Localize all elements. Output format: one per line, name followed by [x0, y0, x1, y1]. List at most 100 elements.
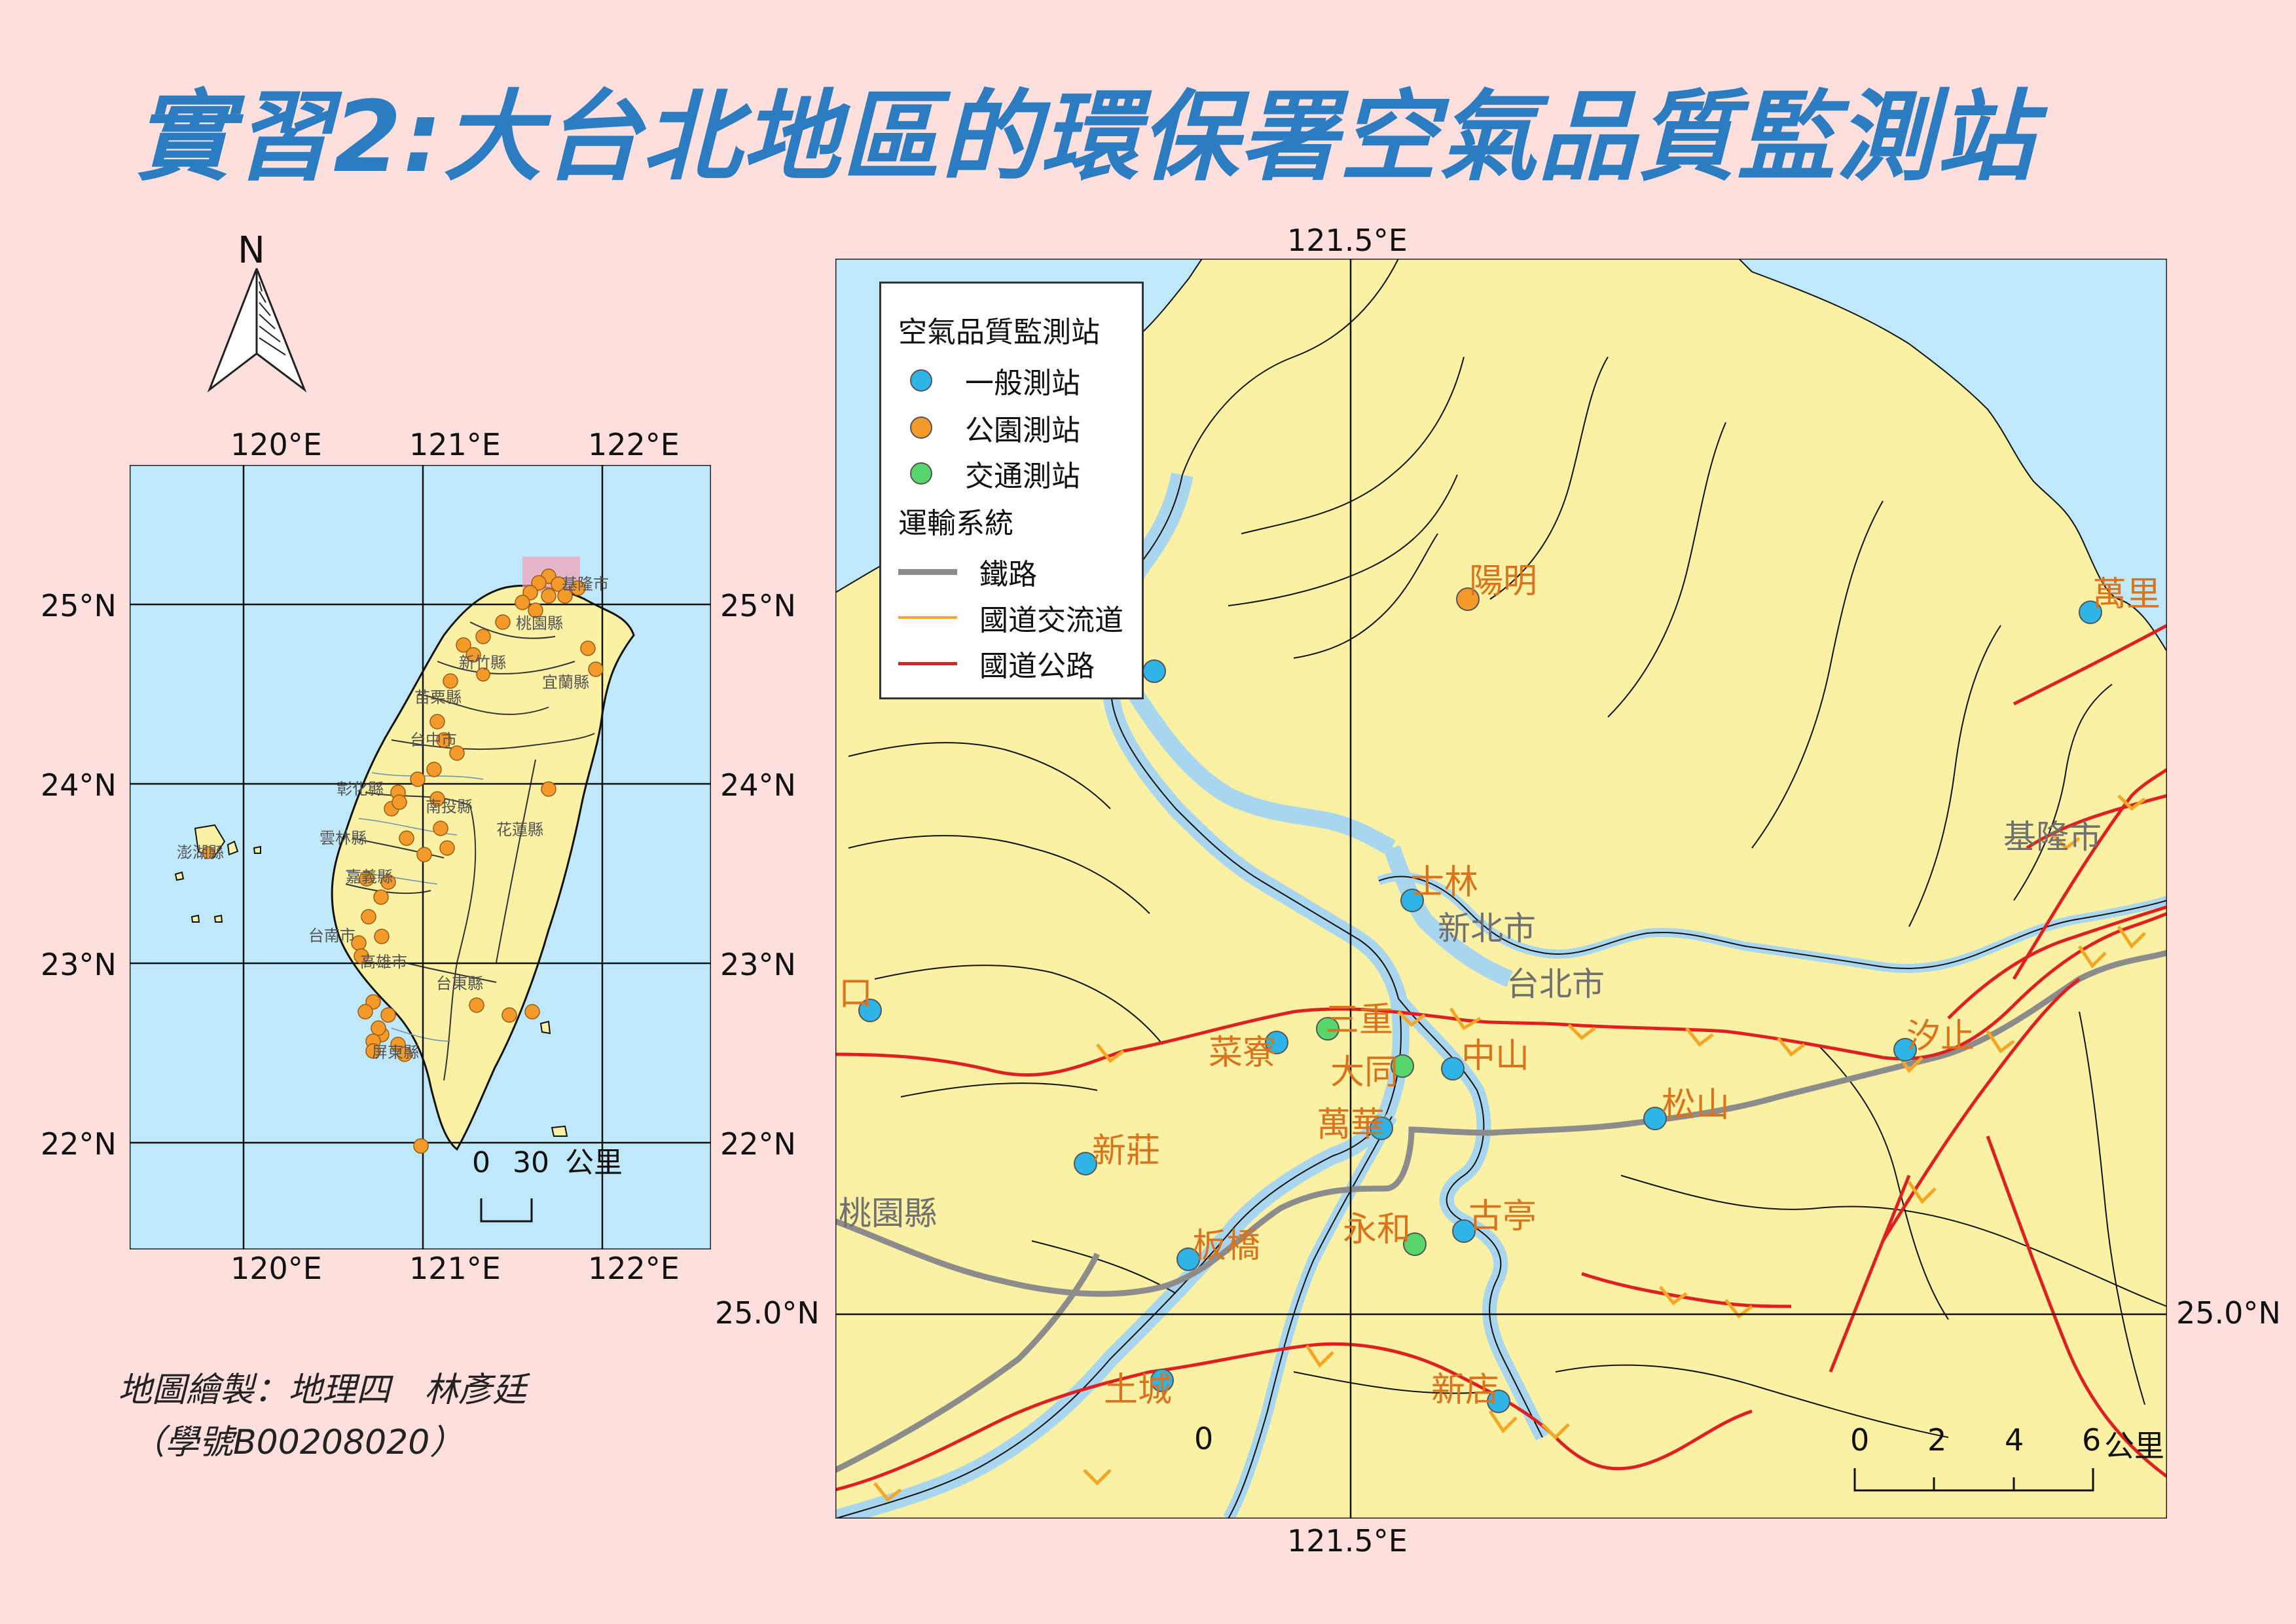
inset-left-lat-23: 23°N	[41, 947, 117, 982]
inset-county-label: 台南市	[308, 927, 355, 945]
north-arrow-letter: N	[238, 229, 265, 272]
legend-line-railway: 鐵路	[881, 553, 1037, 591]
station-dot-datong	[1391, 1054, 1414, 1078]
inset-county-label: 南投縣	[426, 798, 473, 816]
station-dot-sanchong	[1316, 1017, 1339, 1041]
station-label-yonghe: 永和	[1343, 1210, 1411, 1249]
legend-line-interchange: 國道交流道	[881, 599, 1123, 637]
main-scale-tick-4-label: 4	[2005, 1422, 2024, 1458]
station-label-sanchong: 三重	[1325, 1001, 1393, 1040]
station-label-xindian: 新店	[1431, 1371, 1499, 1410]
station-label-songshan: 松山	[1662, 1086, 1730, 1125]
station-label-zhongshan: 中山	[1461, 1037, 1529, 1076]
inset-bottom-lon-121: 121°E	[409, 1251, 501, 1286]
station-dot-guting	[1452, 1219, 1476, 1243]
station-dot-xizhi	[1893, 1038, 1917, 1061]
inset-left-lat-25: 25°N	[41, 588, 117, 623]
inset-county-label: 澎湖縣	[177, 843, 224, 862]
main-bottom-lon-label: 121.5°E	[1287, 1523, 1408, 1559]
inset-left-lat-22: 22°N	[41, 1126, 117, 1162]
station-dot-wanhua	[1370, 1116, 1393, 1140]
main-scale-tick-0: 0	[1194, 1421, 1213, 1456]
main-scale-tick-2-label: 2	[1927, 1422, 1947, 1458]
main-scale-tick-0-label: 0	[1850, 1422, 1870, 1458]
legend-dot-general	[910, 369, 932, 392]
station-dot-yangming	[1456, 587, 1480, 611]
inset-map: 桃園縣 新竹縣 宜蘭縣 苗栗縣 台中市 彰化縣 南投縣 花蓮縣 雲林縣 嘉義縣 …	[130, 465, 711, 1249]
credit-student-id: （學號B00208020）	[131, 1423, 464, 1462]
station-dot-wanli	[2079, 600, 2102, 624]
inset-county-label: 高雄市	[360, 953, 407, 971]
station-dot-xinzhuang	[1074, 1152, 1097, 1175]
map-legend: 空氣品質監測站 一般測站 公園測站 交通測站 運輸系統 鐵路 國道交流道 國道公…	[879, 282, 1144, 699]
inset-right-lat-25: 25°N	[720, 588, 796, 623]
inset-right-lat-22: 22°N	[720, 1126, 796, 1162]
region-label-taipei: 台北市	[1506, 965, 1605, 1003]
station-label-xinzhuang: 新莊	[1092, 1132, 1160, 1171]
main-scale-bar	[1853, 1468, 2094, 1492]
legend-item-label: 一般測站	[965, 367, 1080, 400]
sea-northeast	[1738, 259, 2167, 653]
inset-county-label: 彰化縣	[337, 780, 384, 798]
legend-line-highway: 國道公路	[881, 645, 1095, 683]
inset-bottom-lon-122: 122°E	[588, 1251, 680, 1286]
station-label-tucheng: 土城	[1104, 1371, 1172, 1410]
credit-author: 地圖繪製：地理四 林彥廷	[118, 1371, 527, 1410]
main-right-lat-label: 25.0°N	[2176, 1295, 2281, 1331]
inset-county-label: 台中市	[410, 731, 457, 749]
station-dot-tucheng	[1150, 1369, 1174, 1392]
station-label-kou: 口	[839, 974, 873, 1014]
legend-line-label: 鐵路	[979, 558, 1037, 591]
inset-scale-value: 30	[513, 1146, 549, 1179]
station-label-guting: 古亭	[1468, 1197, 1537, 1236]
station-label-wanhua: 萬華	[1317, 1105, 1385, 1145]
station-dot-banqiao	[1176, 1247, 1200, 1271]
inset-bottom-lon-120: 120°E	[230, 1251, 322, 1286]
inset-county-label: 宜蘭縣	[542, 673, 589, 692]
station-dot-tamsui	[1142, 659, 1166, 683]
north-arrow-icon	[207, 268, 307, 393]
inset-county-label: 花蓮縣	[496, 821, 543, 839]
main-left-lat-label: 25.0°N	[715, 1295, 820, 1331]
station-label-cailiao: 菜寮	[1209, 1033, 1277, 1073]
inset-county-label: 屏東縣	[372, 1043, 419, 1061]
inset-left-lat-24: 24°N	[41, 767, 117, 803]
station-dot-linkou	[858, 999, 882, 1022]
region-label-taoyuan: 桃園縣	[839, 1194, 937, 1232]
inset-county-label: 基隆市	[562, 575, 609, 593]
main-map: 基隆市 新北市 台北市 桃園縣 陽明 萬里 士林 口 菜寮 三重 大同 中山 松…	[835, 259, 2167, 1519]
inset-scale-zero: 0	[472, 1146, 490, 1179]
station-dot-xindian	[1487, 1390, 1510, 1413]
legend-dot-traffic	[910, 462, 932, 485]
main-scale-tick-6-label: 6	[2082, 1422, 2102, 1458]
station-label-shilin: 士林	[1410, 863, 1478, 902]
inset-county-label: 苗栗縣	[414, 688, 462, 707]
inset-scale-bar	[480, 1198, 533, 1223]
inset-top-lon-121: 121°E	[409, 427, 501, 462]
legend-line-interchange-swatch	[898, 616, 957, 619]
region-label-keelung: 基隆市	[2003, 818, 2102, 856]
legend-line-label: 國道交流道	[979, 604, 1123, 637]
legend-title: 空氣品質監測站	[898, 316, 1100, 349]
station-label-banqiao: 板橋	[1192, 1227, 1260, 1266]
station-label-xizhi: 汐止	[1906, 1017, 1975, 1056]
inset-top-lon-122: 122°E	[588, 427, 680, 462]
inset-right-lat-23: 23°N	[720, 947, 796, 982]
legend-transport-title: 運輸系統	[898, 507, 1013, 540]
station-dot-yonghe	[1403, 1232, 1427, 1256]
highway	[835, 912, 2167, 1077]
railway	[835, 950, 2167, 1473]
legend-item-park: 公園測站	[881, 409, 1080, 447]
main-top-lon-label: 121.5°E	[1287, 223, 1408, 258]
station-label-wanli: 萬里	[2092, 575, 2160, 614]
inset-scale-unit: 公里	[565, 1146, 623, 1179]
legend-item-label: 公園測站	[965, 414, 1080, 447]
inset-county-label: 桃園縣	[516, 614, 563, 633]
station-dot-songshan	[1643, 1107, 1667, 1130]
inset-county-label: 雲林縣	[319, 829, 367, 847]
station-label-yangming: 陽明	[1469, 562, 1537, 601]
station-dot-zhongshan	[1441, 1057, 1465, 1080]
page-title: 實習2:大台北地區的環保署空氣品質監測站	[134, 81, 2036, 194]
station-dot-shilin	[1400, 889, 1424, 912]
legend-line-railway-swatch	[898, 568, 957, 575]
